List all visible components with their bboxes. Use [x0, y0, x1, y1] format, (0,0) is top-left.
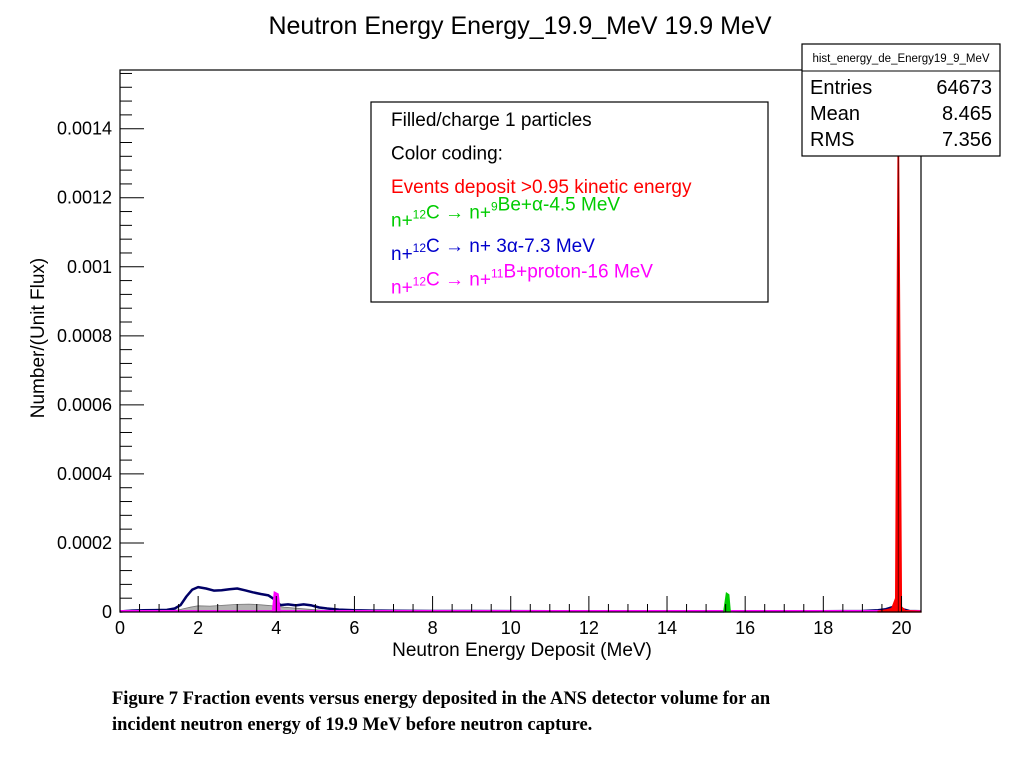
y-tick-label: 0.0002 [57, 533, 112, 553]
y-tick-label: 0.001 [67, 257, 112, 277]
y-tick-label: 0.0006 [57, 395, 112, 415]
legend-entry: n+12C → n+ 3α-7.3 MeV [391, 236, 595, 265]
stats-value: 7.356 [942, 129, 992, 151]
stats-box: hist_energy_de_Energy19_9_MeV Entries 6467… [801, 43, 1001, 157]
stats-label: Mean [810, 103, 860, 125]
caption-line-2: incident neutron energy of 19.9 MeV befo… [112, 715, 593, 735]
x-tick-label: 16 [735, 618, 755, 638]
x-axis-label: Neutron Energy Deposit (MeV) [392, 640, 652, 661]
stats-label: RMS [810, 129, 854, 151]
legend-entry: Events deposit >0.95 kinetic energy [391, 177, 692, 198]
legend-entry: n+12C → n+9Be+α-4.5 MeV [391, 195, 620, 232]
figure-caption: Figure 7 Fraction events versus energy d… [112, 686, 972, 738]
legend-box [370, 101, 769, 303]
histogram-chart: Neutron Energy Energy_19.9_MeV 19.9 MeV … [28, 12, 1001, 661]
x-tick-label: 4 [271, 618, 281, 638]
x-tick-label: 0 [115, 618, 125, 638]
series-be9-alpha-peak [723, 591, 731, 613]
legend-entry: Color coding: [391, 144, 503, 165]
plot-frame [119, 69, 922, 613]
y-tick-label: 0 [102, 602, 112, 622]
y-tick-label: 0.0012 [57, 188, 112, 208]
stats-label: Entries [810, 77, 872, 99]
x-tick-label: 6 [349, 618, 359, 638]
legend-entry: Filled/charge 1 particles [391, 110, 592, 131]
x-tick-label: 8 [428, 618, 438, 638]
stats-frame [801, 43, 1001, 157]
x-tick-label: 12 [579, 618, 599, 638]
caption-line-1: Figure 7 Fraction events versus energy d… [112, 689, 771, 709]
series-full-deposit-peak [877, 101, 922, 613]
stats-hist-name: hist_energy_de_Energy19_9_MeV [812, 53, 989, 65]
x-tick-label: 18 [813, 618, 833, 638]
legend: Filled/charge 1 particles Color coding: Ev… [370, 101, 769, 303]
x-tick-label: 20 [891, 618, 911, 638]
x-tick-label: 14 [657, 618, 677, 638]
y-axis-label: Number/(Unit Flux) [28, 258, 49, 418]
axes: 0 2 4 6 8 10 12 14 16 18 20 0 0.0002 0.0004 0.0006 0.00… [57, 69, 922, 638]
y-tick-label: 0.0004 [57, 464, 112, 484]
legend-entry: n+12C → n+11B+proton-16 MeV [391, 262, 653, 299]
stats-value: 64673 [936, 77, 992, 99]
stats-value: 8.465 [942, 103, 992, 125]
y-tick-label: 0.0008 [57, 326, 112, 346]
x-tick-label: 10 [501, 618, 521, 638]
chart-title: Neutron Energy Energy_19.9_MeV 19.9 MeV [268, 12, 771, 40]
x-tick-label: 2 [193, 618, 203, 638]
y-tick-label: 0.0014 [57, 119, 112, 139]
